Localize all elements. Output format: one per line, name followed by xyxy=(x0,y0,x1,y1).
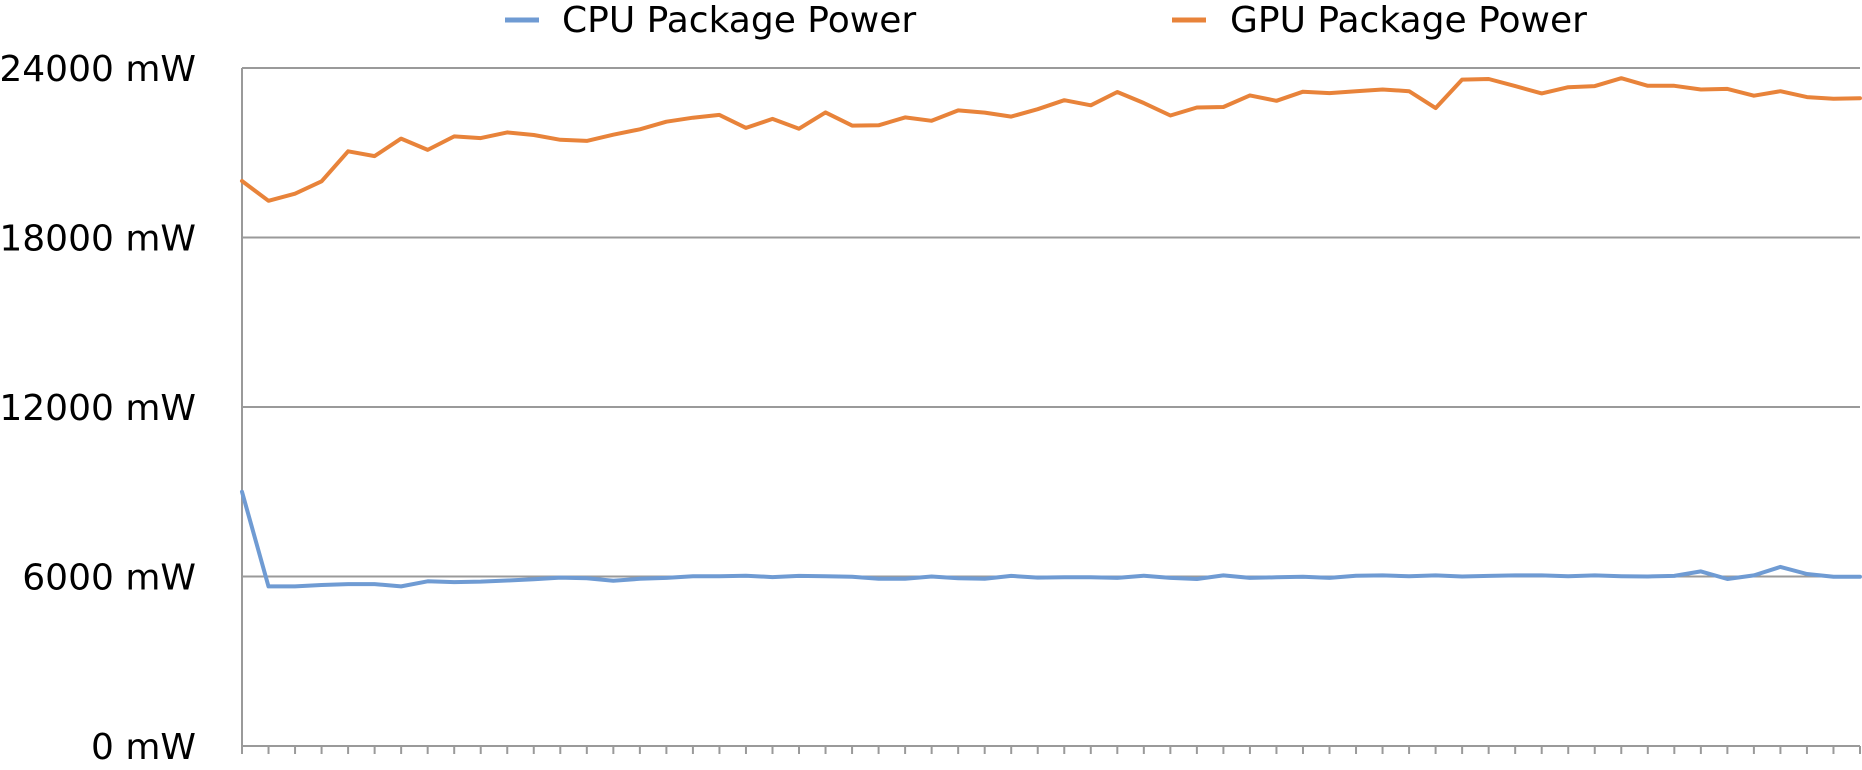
series-line-gpu-package-power xyxy=(240,76,1862,203)
series-lines xyxy=(240,76,1862,589)
legend: CPU Package Power GPU Package Power xyxy=(505,0,1587,41)
y-tick-label: 18000 mW xyxy=(0,219,196,260)
y-tick-label: 6000 mW xyxy=(22,558,196,599)
legend-label: CPU Package Power xyxy=(562,0,916,41)
legend-label: GPU Package Power xyxy=(1230,0,1587,41)
y-axis-tick-labels: 0 mW 6000 mW 12000 mW 18000 mW 24000 mW xyxy=(0,49,196,768)
y-tick-label: 24000 mW xyxy=(0,49,196,90)
x-axis xyxy=(241,68,1861,754)
gridlines xyxy=(242,67,1860,578)
legend-item-cpu-package-power: CPU Package Power xyxy=(505,0,916,41)
y-tick-label: 0 mW xyxy=(91,727,196,768)
legend-item-gpu-package-power: GPU Package Power xyxy=(1172,0,1587,41)
series-line-cpu-package-power xyxy=(240,489,1862,589)
y-tick-label: 12000 mW xyxy=(0,388,196,429)
